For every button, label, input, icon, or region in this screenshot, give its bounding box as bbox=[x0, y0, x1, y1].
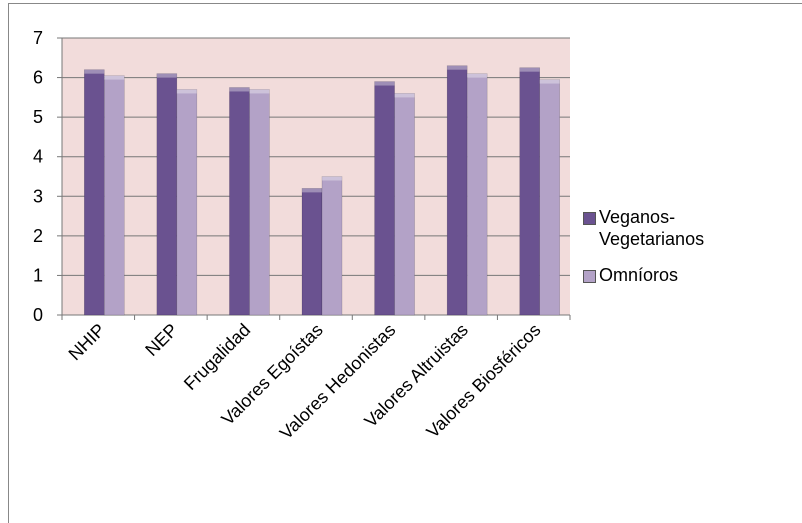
bar bbox=[519, 67, 540, 316]
y-tick-label: 4 bbox=[33, 147, 43, 167]
bar bbox=[229, 87, 250, 316]
legend-item: Omníoros bbox=[583, 264, 783, 286]
bar bbox=[84, 69, 105, 316]
bar-top bbox=[302, 188, 322, 193]
bar-top bbox=[519, 67, 540, 72]
bar-top bbox=[249, 89, 270, 94]
y-tick-label: 2 bbox=[33, 226, 43, 246]
y-tick-label: 5 bbox=[33, 107, 43, 127]
bar-top bbox=[447, 65, 468, 70]
y-tick-label: 0 bbox=[33, 305, 43, 325]
bar-top bbox=[229, 87, 250, 92]
bar bbox=[321, 176, 343, 316]
bar-top bbox=[156, 73, 177, 78]
bar bbox=[374, 81, 395, 316]
y-tick-label: 3 bbox=[33, 186, 43, 206]
y-tick-label: 7 bbox=[33, 28, 43, 48]
bar-top bbox=[539, 79, 560, 84]
bar-top bbox=[104, 75, 125, 80]
bar bbox=[394, 93, 415, 316]
legend-label: Omníoros bbox=[599, 265, 679, 285]
y-tick-label: 6 bbox=[33, 68, 43, 88]
bar-top bbox=[394, 93, 415, 98]
bar bbox=[156, 73, 178, 316]
bar bbox=[446, 65, 468, 316]
bar-top bbox=[467, 73, 488, 78]
bar-top bbox=[322, 176, 342, 181]
chart-border bbox=[8, 3, 802, 523]
y-tick-label: 1 bbox=[33, 265, 43, 285]
bar bbox=[176, 89, 198, 316]
legend: Veganos-Vegetarianos Omníoros bbox=[583, 206, 783, 300]
bar bbox=[539, 79, 560, 316]
x-tick-label: NEP bbox=[141, 320, 181, 360]
legend-swatch bbox=[583, 212, 596, 225]
x-tick-label: Frugalidad bbox=[180, 320, 254, 394]
bar bbox=[301, 188, 323, 316]
legend-item: Veganos-Vegetarianos bbox=[583, 206, 783, 250]
bar-top bbox=[374, 81, 395, 86]
bar bbox=[466, 73, 488, 316]
legend-label: Veganos-Vegetarianos bbox=[599, 207, 705, 249]
bar bbox=[249, 89, 270, 316]
x-tick-label: NHIP bbox=[65, 320, 110, 365]
bar-top bbox=[84, 69, 105, 74]
legend-swatch bbox=[583, 270, 596, 283]
bar bbox=[104, 75, 125, 316]
bar-top bbox=[176, 89, 197, 94]
